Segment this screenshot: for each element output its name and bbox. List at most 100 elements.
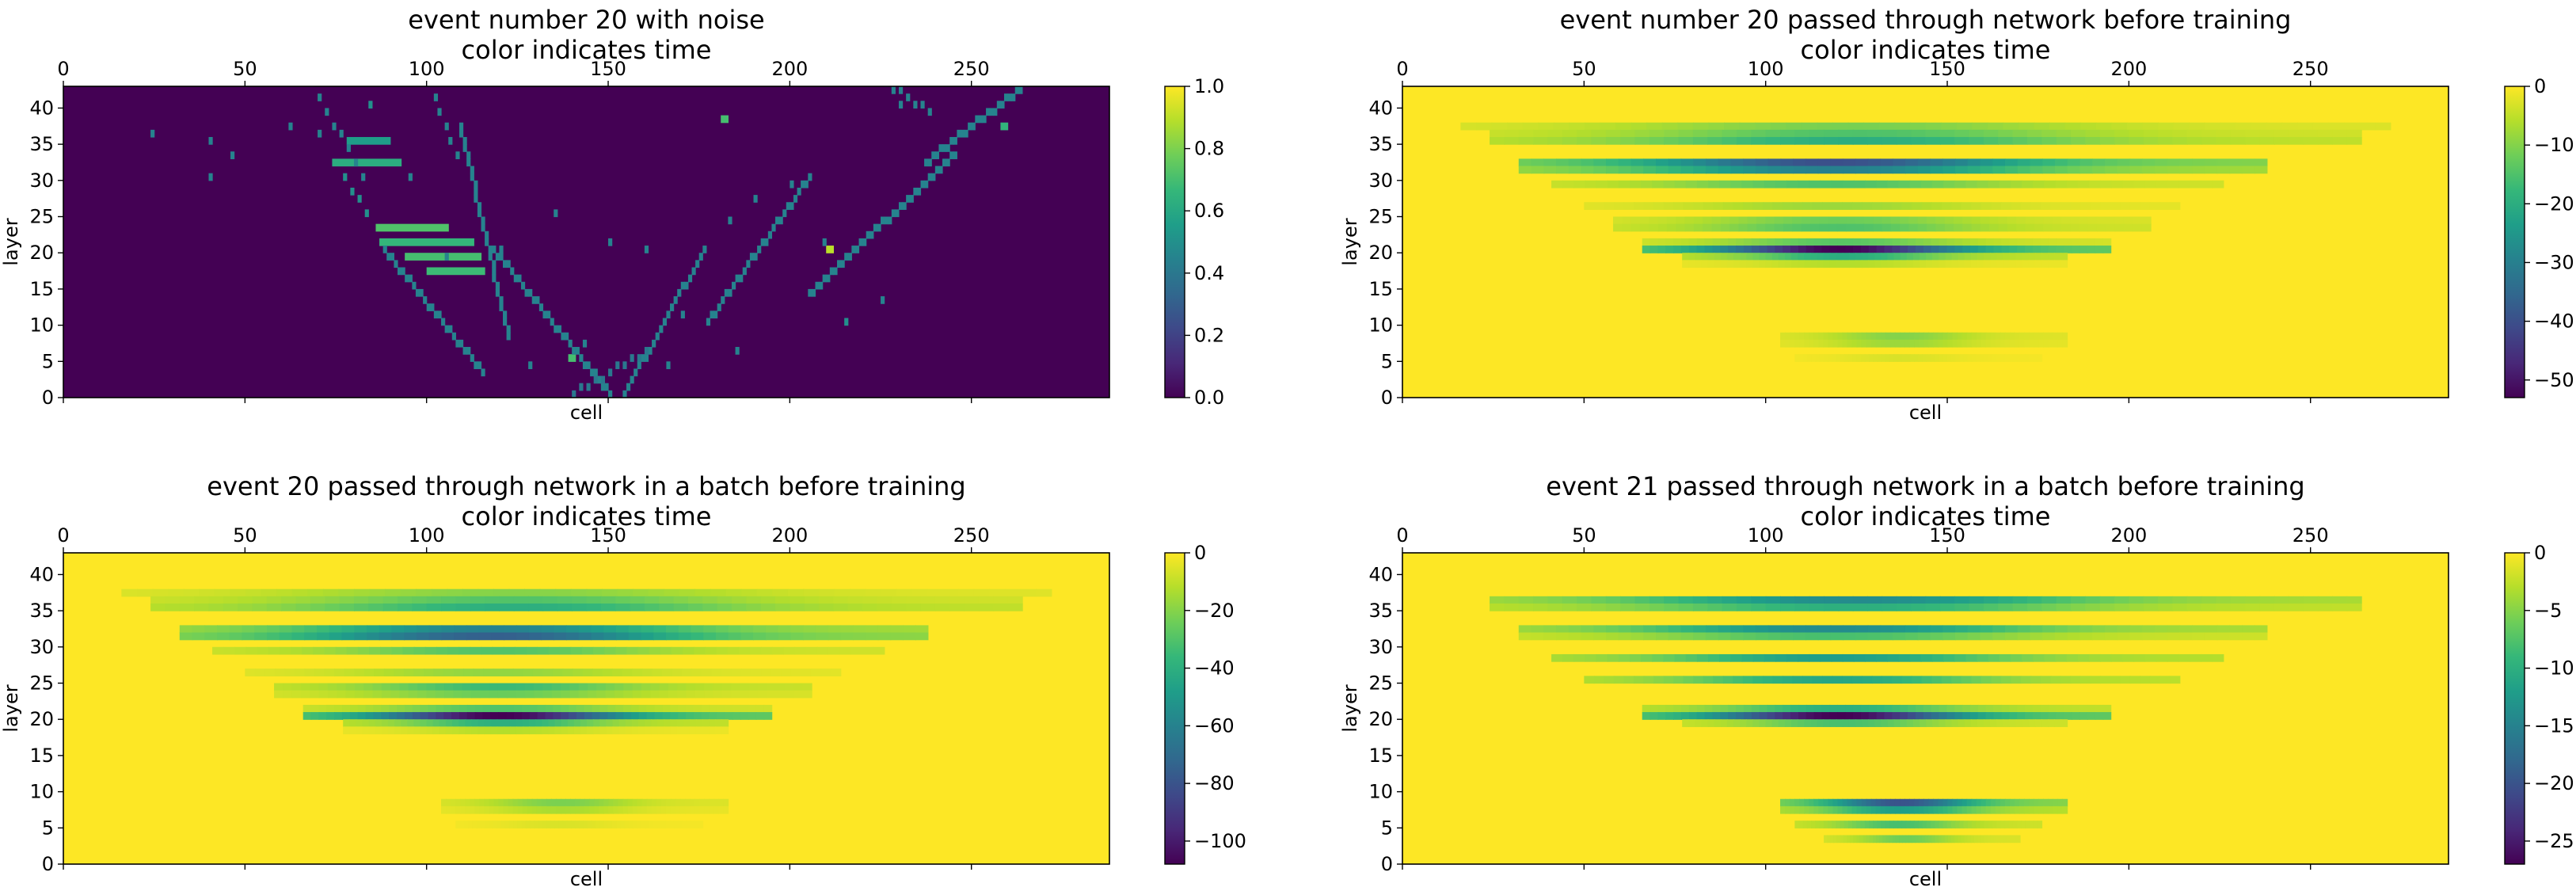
track-hit (503, 260, 508, 268)
heat-cell (339, 596, 355, 604)
heat-cell (1941, 202, 1953, 210)
heat-cell (1713, 676, 1724, 684)
heat-cell (1977, 253, 1984, 261)
heat-cell (1705, 166, 1719, 174)
heat-cell (2007, 223, 2017, 232)
x-axis-label: cell (1909, 868, 1942, 890)
noise-hit (644, 246, 649, 253)
heat-cell (2129, 158, 2143, 167)
heat-cell (1951, 260, 1959, 268)
heat-cell (324, 668, 335, 676)
heat-cell (1961, 835, 1965, 844)
heat-cell (1738, 216, 1748, 225)
heat-cell (304, 668, 315, 676)
heat-cell (1551, 180, 1564, 189)
heat-cell (1693, 632, 1707, 641)
colorbar-tick-label: −20 (1194, 600, 1235, 622)
track-hit (332, 122, 337, 131)
y-tick-label: 30 (1368, 169, 1393, 192)
heat-cell (1917, 166, 1931, 174)
heat-cell (478, 625, 493, 634)
heat-cell (637, 719, 645, 727)
heat-cell (1896, 596, 1912, 604)
heat-cell (1649, 223, 1659, 232)
heat-cell (1696, 246, 1706, 253)
heat-cell (1923, 712, 1932, 720)
heat-cell (1898, 653, 1911, 662)
heat-cell (1759, 253, 1767, 261)
heat-cell (831, 668, 842, 676)
heat-cell (1533, 129, 1549, 138)
heat-cell (1630, 632, 1645, 641)
heat-cell (1622, 216, 1632, 225)
heat-cell (1765, 719, 1773, 727)
heat-cell (668, 690, 678, 699)
heatmap-area (63, 86, 1109, 398)
heat-cell (526, 646, 538, 655)
heat-cell (2004, 821, 2010, 828)
heat-cell (524, 690, 535, 699)
heat-cell (1798, 238, 1807, 246)
heat-cell (721, 683, 732, 691)
noise-hit (728, 216, 732, 225)
heat-cell (2060, 260, 2068, 268)
heat-cell (2064, 246, 2072, 253)
heat-cell (685, 704, 694, 713)
heat-cell (2216, 603, 2232, 611)
heat-cell (652, 668, 663, 676)
heat-cell (310, 683, 320, 691)
heat-cell (690, 798, 695, 807)
heat-cell (402, 646, 415, 655)
heat-cell (1896, 136, 1912, 145)
heat-cell (345, 690, 356, 699)
heat-cell (1490, 596, 1505, 604)
heat-cell (428, 712, 437, 720)
heat-cell (1989, 223, 2000, 232)
heat-cell (1923, 332, 1930, 341)
heat-cell (426, 719, 434, 727)
heat-cell (725, 704, 733, 713)
track-hit (382, 246, 387, 253)
heat-cell (1981, 339, 1987, 348)
heat-cell (630, 603, 645, 611)
track-hit (927, 108, 932, 116)
heat-cell (1763, 202, 1774, 210)
noise-hit (582, 339, 588, 348)
heat-cell (592, 704, 601, 713)
heat-cell (664, 726, 672, 735)
heat-cell (2024, 712, 2034, 720)
noise-hit (499, 246, 504, 253)
y-tick-label: 10 (1368, 314, 1393, 337)
heat-cell (521, 704, 531, 713)
heat-cell (2024, 246, 2034, 253)
noise-hit (554, 209, 558, 218)
heat-cell (555, 588, 572, 597)
heat-cell (633, 588, 649, 597)
track-hit (423, 296, 428, 304)
track-hit (582, 361, 588, 370)
heat-cell (1931, 676, 1942, 684)
heat-cell (516, 690, 526, 699)
heat-cell (2079, 223, 2089, 232)
heat-cell (2072, 704, 2080, 713)
heat-cell (531, 798, 538, 807)
heat-cell (2029, 806, 2034, 814)
heat-cell (223, 596, 238, 604)
heat-cell (1622, 223, 1632, 232)
heat-cell (608, 798, 615, 807)
heat-cell (524, 683, 535, 691)
heat-cell (2343, 122, 2361, 131)
heat-cell (1855, 260, 1863, 268)
heat-cell (1780, 332, 1786, 341)
heat-cell (363, 690, 374, 699)
heat-cell (503, 726, 511, 735)
heat-cell (2100, 676, 2111, 684)
heat-cell (2064, 704, 2072, 713)
heat-cell (417, 690, 428, 699)
heat-cell (1837, 798, 1844, 807)
heat-cell (805, 646, 818, 655)
heat-cell (2048, 712, 2057, 720)
heat-cell (1806, 821, 1812, 828)
track-hit (924, 180, 929, 189)
heat-cell (1874, 719, 1882, 727)
